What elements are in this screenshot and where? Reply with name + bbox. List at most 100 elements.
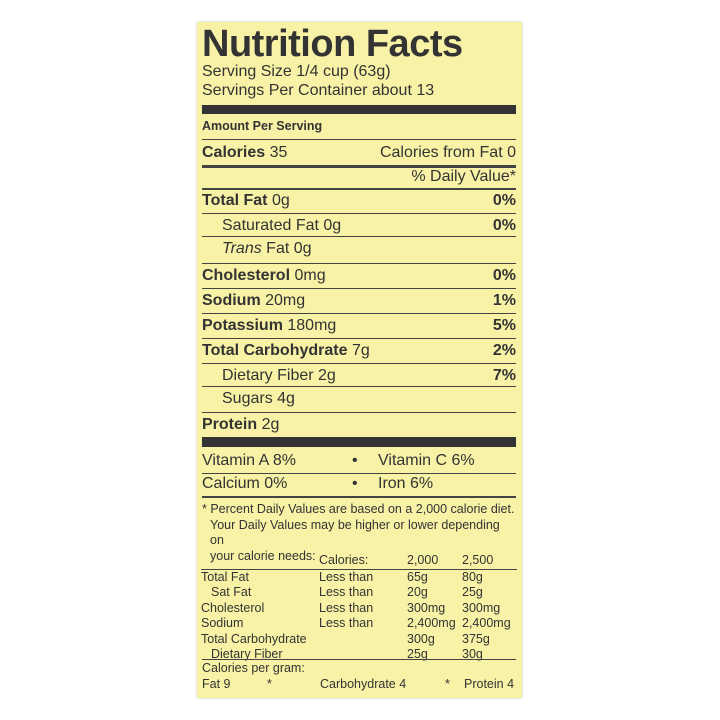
nutrient-row: Sugars 4g	[202, 389, 516, 409]
table-cell: Less than	[319, 616, 374, 630]
nutrient-row: Trans Fat 0g	[202, 239, 516, 259]
nutrient-amount: 2g	[318, 367, 336, 384]
nutrient-label: Sugars	[222, 390, 273, 407]
nutrient-daily-value: 0%	[492, 267, 516, 284]
table-cell: 2,000	[407, 553, 439, 567]
nutrient-row: Sodium 20mg 1%	[202, 291, 516, 311]
calories-label: Calories	[202, 144, 266, 161]
table-cell: Dietary Fiber	[211, 647, 283, 661]
calories-per-gram-label: Calories per gram:	[202, 661, 305, 675]
table-cell: Cholesterol	[201, 600, 265, 615]
nutrient-amount: 0mg	[294, 267, 326, 284]
nutrient-amount: 180mg	[287, 317, 337, 334]
divider	[202, 313, 516, 314]
divider	[202, 139, 516, 140]
nutrient-row: Total Fat 0g 0%	[202, 191, 516, 211]
footnote-line: * Percent Daily Values are based on a 2,…	[202, 502, 515, 516]
nutrient-amount: 0g	[323, 217, 342, 234]
nutrient-label: Cholesterol	[202, 267, 291, 284]
table-cell: Total Carbohydrate	[201, 631, 307, 646]
table-cell	[201, 553, 319, 569]
nutrient-label: Saturated Fat	[222, 217, 319, 234]
nutrient-amount: 20mg	[265, 292, 306, 309]
table-cell	[319, 632, 407, 648]
divider	[202, 496, 516, 498]
nutrient-label: Total Carbohydrate	[202, 342, 348, 359]
mineral-row: Calcium 0% • Iron 6%	[202, 474, 516, 494]
calories-row: Calories 35 Calories from Fat 0	[202, 143, 516, 163]
nutrient-label: Dietary Fiber	[222, 367, 314, 384]
serving-size: Serving Size 1/4 cup (63g)	[202, 63, 391, 80]
table-row: Sodium Less than 2,400mg 2,400mg	[201, 616, 517, 632]
vitamin-c: Vitamin C 6%	[378, 452, 475, 469]
nutrient-amount: 7g	[351, 342, 370, 359]
divider	[202, 363, 516, 364]
nutrient-daily-value: 0%	[492, 217, 516, 234]
nutrient-amount: 0g	[271, 192, 290, 209]
table-cell: Less than	[319, 585, 374, 599]
daily-value-header-text: % Daily Value*	[411, 168, 516, 185]
divider	[202, 386, 516, 387]
nutrient-row: Saturated Fat 0g 0%	[202, 216, 516, 236]
table-cell: Calories:	[319, 553, 369, 567]
nutrient-label: Potassium	[202, 317, 283, 334]
footnote: * Percent Daily Values are based on a 2,…	[202, 502, 516, 564]
table-cell: Sodium	[201, 616, 244, 630]
nutrient-daily-value: 0%	[492, 192, 516, 209]
table-cell: 65g	[407, 569, 428, 584]
table-cell: 300mg	[407, 600, 446, 615]
table-row: Total Fat Less than 65g 80g	[201, 569, 517, 585]
divider	[202, 263, 516, 264]
nutrient-amount: 2g	[261, 416, 280, 433]
table-cell: 2,400mg	[462, 616, 511, 630]
table-cell: Less than	[319, 569, 374, 584]
table-cell: 300g	[407, 631, 435, 646]
table-cell: 30g	[462, 647, 483, 661]
table-cell: Sat Fat	[211, 585, 252, 599]
amount-per-serving: Amount Per Serving	[202, 119, 323, 133]
divider-thick	[202, 105, 516, 114]
protein-per-gram: Protein 4	[464, 676, 515, 691]
table-header: Calories: 2,000 2,500	[201, 553, 517, 569]
calcium: Calcium 0%	[202, 475, 288, 492]
table-cell: Less than	[319, 600, 374, 615]
carb-per-gram: Carbohydrate 4	[320, 676, 407, 691]
nutrient-label: Total Fat	[202, 192, 268, 209]
nutrient-row: Cholesterol 0mg 0%	[202, 266, 516, 286]
fat-per-gram: Fat 9	[202, 676, 231, 691]
table-row: Dietary Fiber 25g 30g	[201, 647, 517, 663]
divider	[202, 288, 516, 289]
calories-value: 35	[269, 144, 288, 161]
table-cell: 25g	[407, 647, 428, 661]
nutrient-row: Potassium 180mg 5%	[202, 316, 516, 336]
nutrient-label: Trans	[222, 240, 262, 257]
table-cell: 300mg	[462, 600, 501, 615]
daily-value-table: Calories: 2,000 2,500 Total Fat Less than 65g…	[201, 553, 517, 663]
footnote-line: Your Daily Values may be higher or lower…	[210, 517, 500, 548]
separator: *	[267, 676, 272, 691]
divider-medium	[202, 165, 516, 168]
divider-thick	[202, 437, 516, 447]
nutrient-daily-value: 2%	[492, 342, 516, 359]
iron: Iron 6%	[378, 475, 434, 492]
divider	[202, 659, 516, 660]
bullet: •	[352, 452, 358, 469]
vitamin-a: Vitamin A 8%	[202, 452, 296, 469]
divider	[202, 236, 516, 237]
calories-from-fat: Calories from Fat 0	[379, 144, 516, 161]
nutrient-daily-value: 5%	[492, 317, 516, 334]
nutrient-label: Protein	[202, 416, 258, 433]
table-cell: 2,500	[462, 553, 494, 567]
nutrient-daily-value: 1%	[492, 292, 516, 309]
table-cell: 25g	[462, 585, 483, 599]
table-cell: 2,400mg	[407, 616, 456, 630]
nutrient-row: Dietary Fiber 2g 7%	[202, 366, 516, 386]
table-cell: 375g	[462, 631, 490, 646]
divider	[202, 412, 516, 413]
divider	[202, 213, 516, 214]
vitamin-row: Vitamin A 8% • Vitamin C 6%	[202, 451, 516, 471]
nutrient-daily-value: 7%	[492, 367, 516, 384]
nutrient-label: Sodium	[202, 292, 261, 309]
daily-value-header: % Daily Value*	[202, 167, 516, 187]
separator: *	[445, 676, 450, 691]
